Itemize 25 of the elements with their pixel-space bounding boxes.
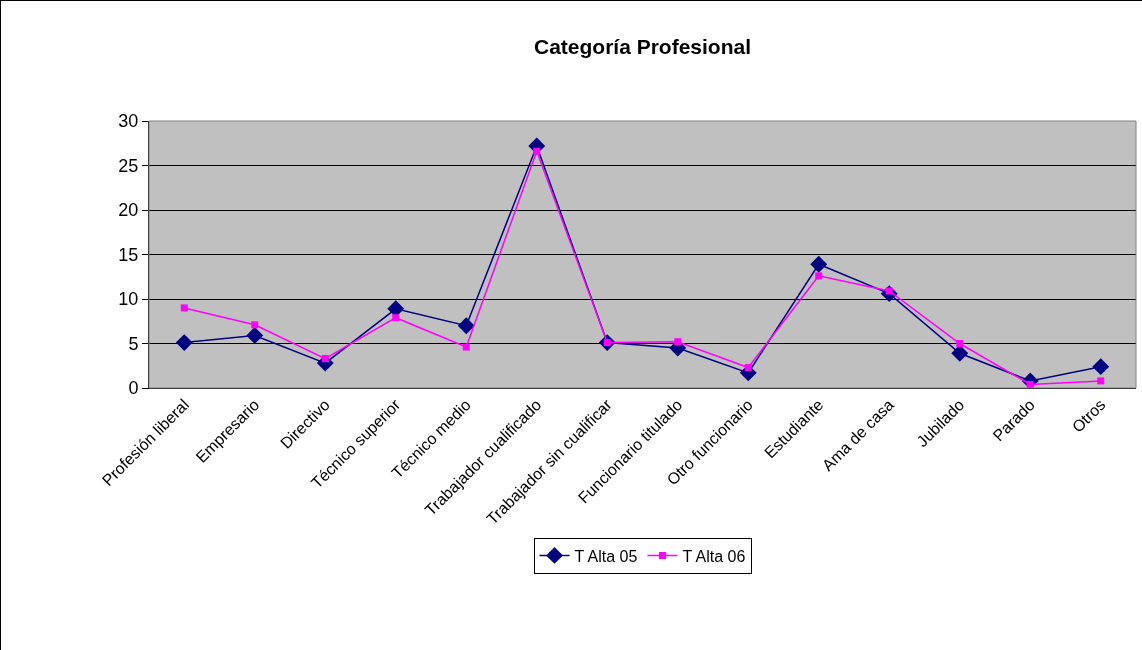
legend-label: T Alta 05	[574, 547, 638, 565]
point	[251, 321, 259, 329]
point	[1092, 358, 1110, 376]
point	[246, 327, 264, 344]
point	[815, 272, 823, 280]
point	[175, 334, 193, 352]
point	[533, 147, 541, 155]
y-tick-label: 0	[128, 378, 139, 399]
point	[744, 364, 752, 372]
point	[956, 340, 964, 347]
point	[674, 338, 682, 346]
y-tick-label: 5	[128, 333, 139, 354]
y-tick-label: 10	[118, 289, 139, 310]
y-tick-label: 15	[118, 244, 139, 265]
point	[457, 317, 475, 335]
point	[1097, 377, 1105, 385]
point	[810, 255, 828, 273]
legend-label: T Alta 06	[682, 547, 746, 565]
point	[180, 304, 188, 312]
y-tick-label: 20	[118, 200, 139, 221]
point	[392, 314, 400, 322]
y-tick-label: 30	[118, 111, 139, 132]
point	[462, 343, 470, 351]
chart-title: Categoría Profesional	[533, 34, 752, 58]
y-tick-label: 25	[118, 155, 139, 176]
